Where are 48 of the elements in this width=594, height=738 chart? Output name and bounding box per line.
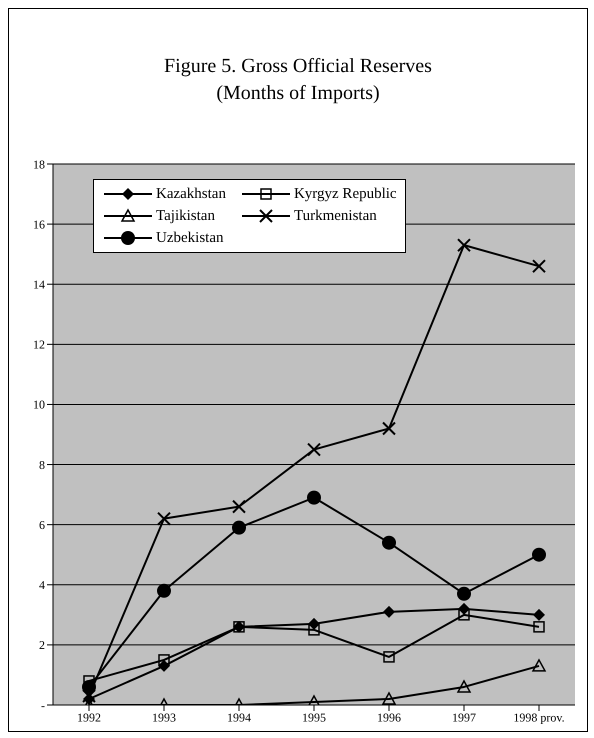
x-tick-label: 1995 bbox=[302, 710, 326, 725]
x-tick-label: 1992 bbox=[77, 710, 101, 725]
point bbox=[533, 608, 545, 621]
point bbox=[157, 584, 171, 598]
point bbox=[382, 421, 396, 436]
point bbox=[158, 654, 170, 666]
y-tick-label: - bbox=[41, 698, 45, 712]
point bbox=[383, 651, 395, 663]
point bbox=[232, 500, 246, 514]
point bbox=[382, 536, 396, 550]
legend-label: Kazakhstan bbox=[156, 186, 226, 202]
y-tick-label: 8 bbox=[39, 458, 45, 472]
y-tick-label: 12 bbox=[33, 338, 45, 352]
point bbox=[383, 606, 395, 618]
y-tick-label: 4 bbox=[39, 578, 45, 592]
point bbox=[532, 259, 546, 274]
point bbox=[457, 238, 471, 252]
y-tick-label: 16 bbox=[33, 217, 45, 232]
point bbox=[157, 512, 171, 526]
point bbox=[382, 692, 396, 705]
chart-title: Figure 5. Gross Official Reserves bbox=[163, 54, 433, 79]
x-tick-label: 1998 prov. bbox=[513, 710, 565, 725]
y-tick-label: 10 bbox=[33, 398, 45, 412]
point bbox=[457, 586, 471, 601]
chart-subtitle: (Months of Imports) bbox=[215, 81, 381, 106]
point bbox=[82, 680, 96, 694]
x-tick-label: 1993 bbox=[152, 710, 176, 725]
legend-label: Turkmenistan bbox=[294, 208, 377, 224]
point bbox=[308, 624, 320, 636]
y-tick-label: 2 bbox=[39, 638, 45, 652]
point bbox=[307, 442, 321, 457]
y-tick-label: 18 bbox=[33, 157, 45, 172]
point bbox=[232, 520, 246, 535]
point bbox=[307, 490, 321, 505]
x-tick-label: 1996 bbox=[377, 710, 401, 725]
point bbox=[532, 548, 546, 562]
legend-label: Kyrgyz Republic bbox=[294, 186, 397, 202]
x-tick-label: 1994 bbox=[227, 710, 251, 725]
x-tick-label: 1997 bbox=[452, 710, 476, 725]
point bbox=[533, 621, 545, 633]
point bbox=[458, 609, 470, 621]
y-tick-label: 14 bbox=[33, 277, 45, 292]
point bbox=[82, 688, 96, 703]
y-tick-label: 6 bbox=[39, 518, 45, 532]
legend-label: Tajikistan bbox=[156, 208, 215, 224]
point bbox=[532, 659, 546, 672]
legend-label: Uzbekistan bbox=[156, 230, 224, 246]
point bbox=[457, 680, 471, 693]
